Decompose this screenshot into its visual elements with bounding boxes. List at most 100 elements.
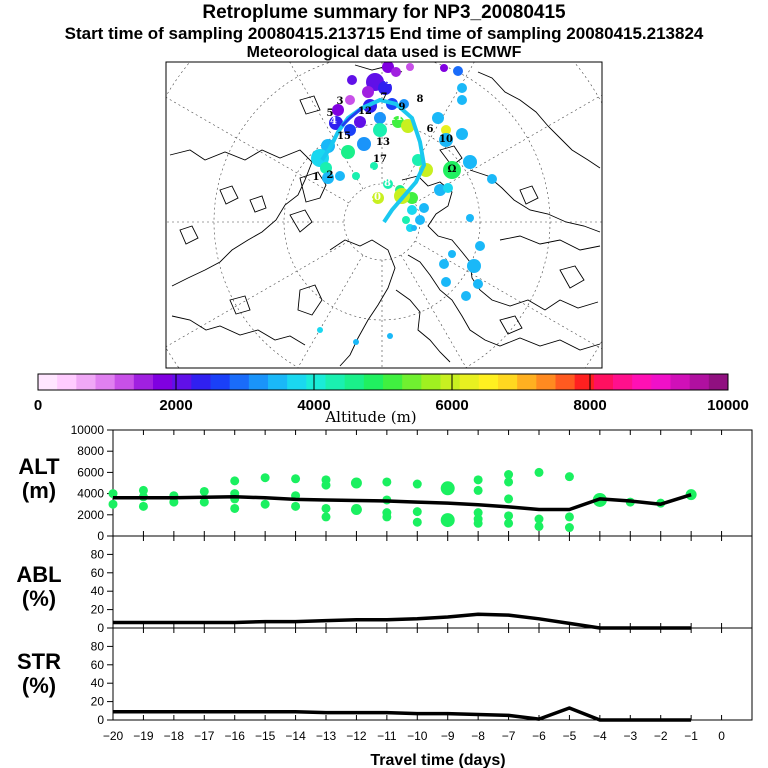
colorbar-segment	[248, 374, 269, 390]
plume-marker	[317, 327, 323, 333]
colorbar-segment	[95, 374, 116, 390]
map-day-label: 16	[368, 168, 382, 179]
scatter-point	[321, 512, 331, 522]
plume-marker	[440, 64, 448, 72]
plume-marker	[391, 67, 401, 77]
plume-marker	[466, 214, 474, 222]
scatter-point	[504, 494, 514, 504]
meridian-line	[166, 96, 350, 204]
plume-marker	[357, 137, 371, 151]
plume-marker	[344, 124, 356, 136]
trajectory-line	[320, 97, 427, 224]
colorbar-segment	[632, 374, 652, 390]
map-frame	[165, 61, 603, 369]
abl-panel-label: ABL (%)	[4, 563, 74, 611]
y-tick-label: 0	[97, 713, 104, 727]
plume-marker	[406, 63, 414, 71]
colorbar-segment	[325, 374, 346, 390]
scatter-point	[230, 503, 240, 513]
meridian-line	[414, 240, 602, 350]
panel-frame	[112, 535, 753, 629]
plume-marker	[383, 179, 393, 189]
x-tick-label: −14	[285, 729, 306, 743]
plume-marker	[467, 259, 481, 273]
plume-marker	[402, 216, 410, 224]
map-day-label: 9	[399, 102, 406, 113]
y-tick-label: 6000	[77, 465, 104, 479]
panel-frame	[112, 627, 753, 721]
plume-marker	[415, 215, 425, 225]
scatter-point	[382, 512, 392, 522]
colorbar-segment	[172, 374, 192, 390]
plume-marker	[332, 104, 344, 116]
scatter-point	[412, 517, 422, 527]
colorbar-segment	[478, 374, 499, 390]
scatter-point	[382, 477, 392, 487]
plume-marker	[347, 75, 357, 85]
colorbar-segment	[574, 374, 595, 390]
colorbar-tick-label: 6000	[435, 397, 468, 414]
scatter-point	[291, 474, 301, 484]
scatter-point	[230, 476, 240, 486]
plume-marker	[362, 86, 374, 98]
colorbar-tick-label: 0	[34, 397, 42, 414]
x-tick-label: −7	[502, 729, 516, 743]
scatter-point	[108, 499, 118, 509]
map-day-label: 14	[323, 116, 337, 127]
scatter-point	[534, 514, 544, 524]
plume-marker	[320, 162, 332, 174]
plume-marker	[432, 112, 444, 124]
x-tick-label: −8	[471, 729, 485, 743]
colorbar-segment	[498, 374, 518, 390]
alt-panel-label: ALT (m)	[4, 455, 74, 503]
plume-marker	[457, 83, 467, 93]
map-day-label: 19	[367, 208, 381, 219]
colorbar-segment	[191, 374, 211, 390]
meridian-line	[289, 62, 364, 190]
str-label-line2: (%)	[21, 673, 57, 698]
plume-marker	[392, 116, 404, 128]
y-tick-label: 60	[91, 566, 105, 580]
colorbar-tick-label: 10000	[707, 397, 749, 414]
x-tick-label: −13	[316, 729, 337, 743]
map-day-label: 11	[389, 112, 403, 123]
scatter-point	[504, 477, 514, 487]
plume-marker	[453, 66, 463, 76]
plume-marker	[373, 123, 387, 137]
plume-marker	[473, 279, 483, 289]
colorbar-segment	[114, 374, 135, 390]
plume-marker	[335, 171, 345, 181]
scatter-point	[473, 518, 483, 528]
colorbar-segment	[689, 374, 710, 390]
abl-label-line1: ABL	[16, 562, 62, 587]
colorbar-tick-label: 2000	[159, 397, 192, 414]
colorbar-segment	[38, 374, 58, 390]
scatter-point	[199, 486, 209, 496]
plume-marker	[370, 162, 378, 170]
colorbar-segment	[402, 374, 422, 390]
map-day-label: 7	[381, 92, 388, 103]
y-tick-label: 20	[91, 695, 105, 709]
alt-label-line2: (m)	[21, 478, 57, 503]
scatter-point	[321, 503, 331, 513]
scatter-point	[412, 507, 422, 517]
x-tick-label: −6	[532, 729, 546, 743]
chart-title: Retroplume summary for NP3_20080415	[202, 2, 566, 23]
map-day-label: 3	[337, 96, 344, 107]
map-meridians	[166, 62, 602, 368]
scatter-point	[412, 479, 422, 489]
x-tick-label: −3	[623, 729, 637, 743]
plume-marker	[372, 192, 384, 204]
map-day-label: 12	[358, 106, 372, 117]
map-day-label: 8	[417, 94, 424, 105]
panel-frame	[112, 429, 753, 537]
plume-marker	[475, 241, 485, 251]
colorbar-segment	[57, 374, 77, 390]
scatter-point	[534, 521, 544, 531]
plume-marker	[463, 155, 477, 169]
colorbar-segment	[306, 374, 326, 390]
altitude-colorbar: 0 2000 4000 6000 8000 10000 Altitude (m)	[34, 373, 749, 426]
x-tick-label: −18	[164, 729, 185, 743]
colorbar-segment	[153, 374, 173, 390]
